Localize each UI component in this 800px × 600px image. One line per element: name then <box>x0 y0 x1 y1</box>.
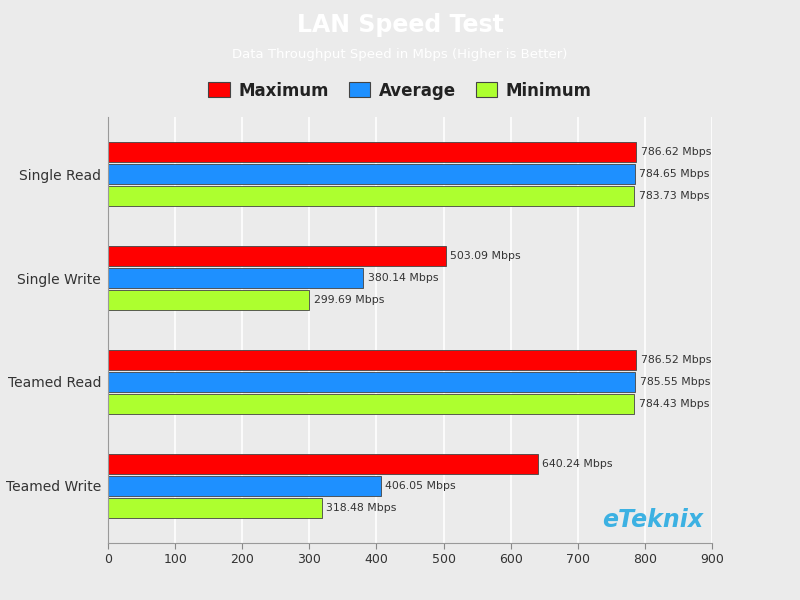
Bar <box>108 454 538 474</box>
Bar <box>108 164 634 184</box>
Bar <box>108 186 634 206</box>
Text: 318.48 Mbps: 318.48 Mbps <box>326 503 397 512</box>
Bar <box>108 497 322 518</box>
Text: 299.69 Mbps: 299.69 Mbps <box>314 295 384 305</box>
Text: LAN Speed Test: LAN Speed Test <box>297 13 503 37</box>
Text: 785.55 Mbps: 785.55 Mbps <box>640 377 710 387</box>
Text: 784.43 Mbps: 784.43 Mbps <box>639 399 710 409</box>
Bar <box>108 142 636 163</box>
Bar <box>108 246 446 266</box>
Text: 786.62 Mbps: 786.62 Mbps <box>641 148 711 157</box>
Text: eTeknix: eTeknix <box>602 508 703 532</box>
Text: 784.65 Mbps: 784.65 Mbps <box>639 169 710 179</box>
Text: 783.73 Mbps: 783.73 Mbps <box>638 191 709 201</box>
Bar <box>108 290 309 310</box>
Text: 406.05 Mbps: 406.05 Mbps <box>386 481 456 491</box>
Text: 640.24 Mbps: 640.24 Mbps <box>542 459 613 469</box>
Bar <box>108 350 636 370</box>
Text: 786.52 Mbps: 786.52 Mbps <box>641 355 711 365</box>
Bar <box>108 372 635 392</box>
Text: 380.14 Mbps: 380.14 Mbps <box>368 273 438 283</box>
Bar <box>108 476 381 496</box>
Text: 503.09 Mbps: 503.09 Mbps <box>450 251 521 261</box>
Text: Data Throughput Speed in Mbps (Higher is Better): Data Throughput Speed in Mbps (Higher is… <box>232 48 568 61</box>
Legend: Maximum, Average, Minimum: Maximum, Average, Minimum <box>202 75 598 106</box>
Bar <box>108 394 634 414</box>
Bar <box>108 268 363 288</box>
